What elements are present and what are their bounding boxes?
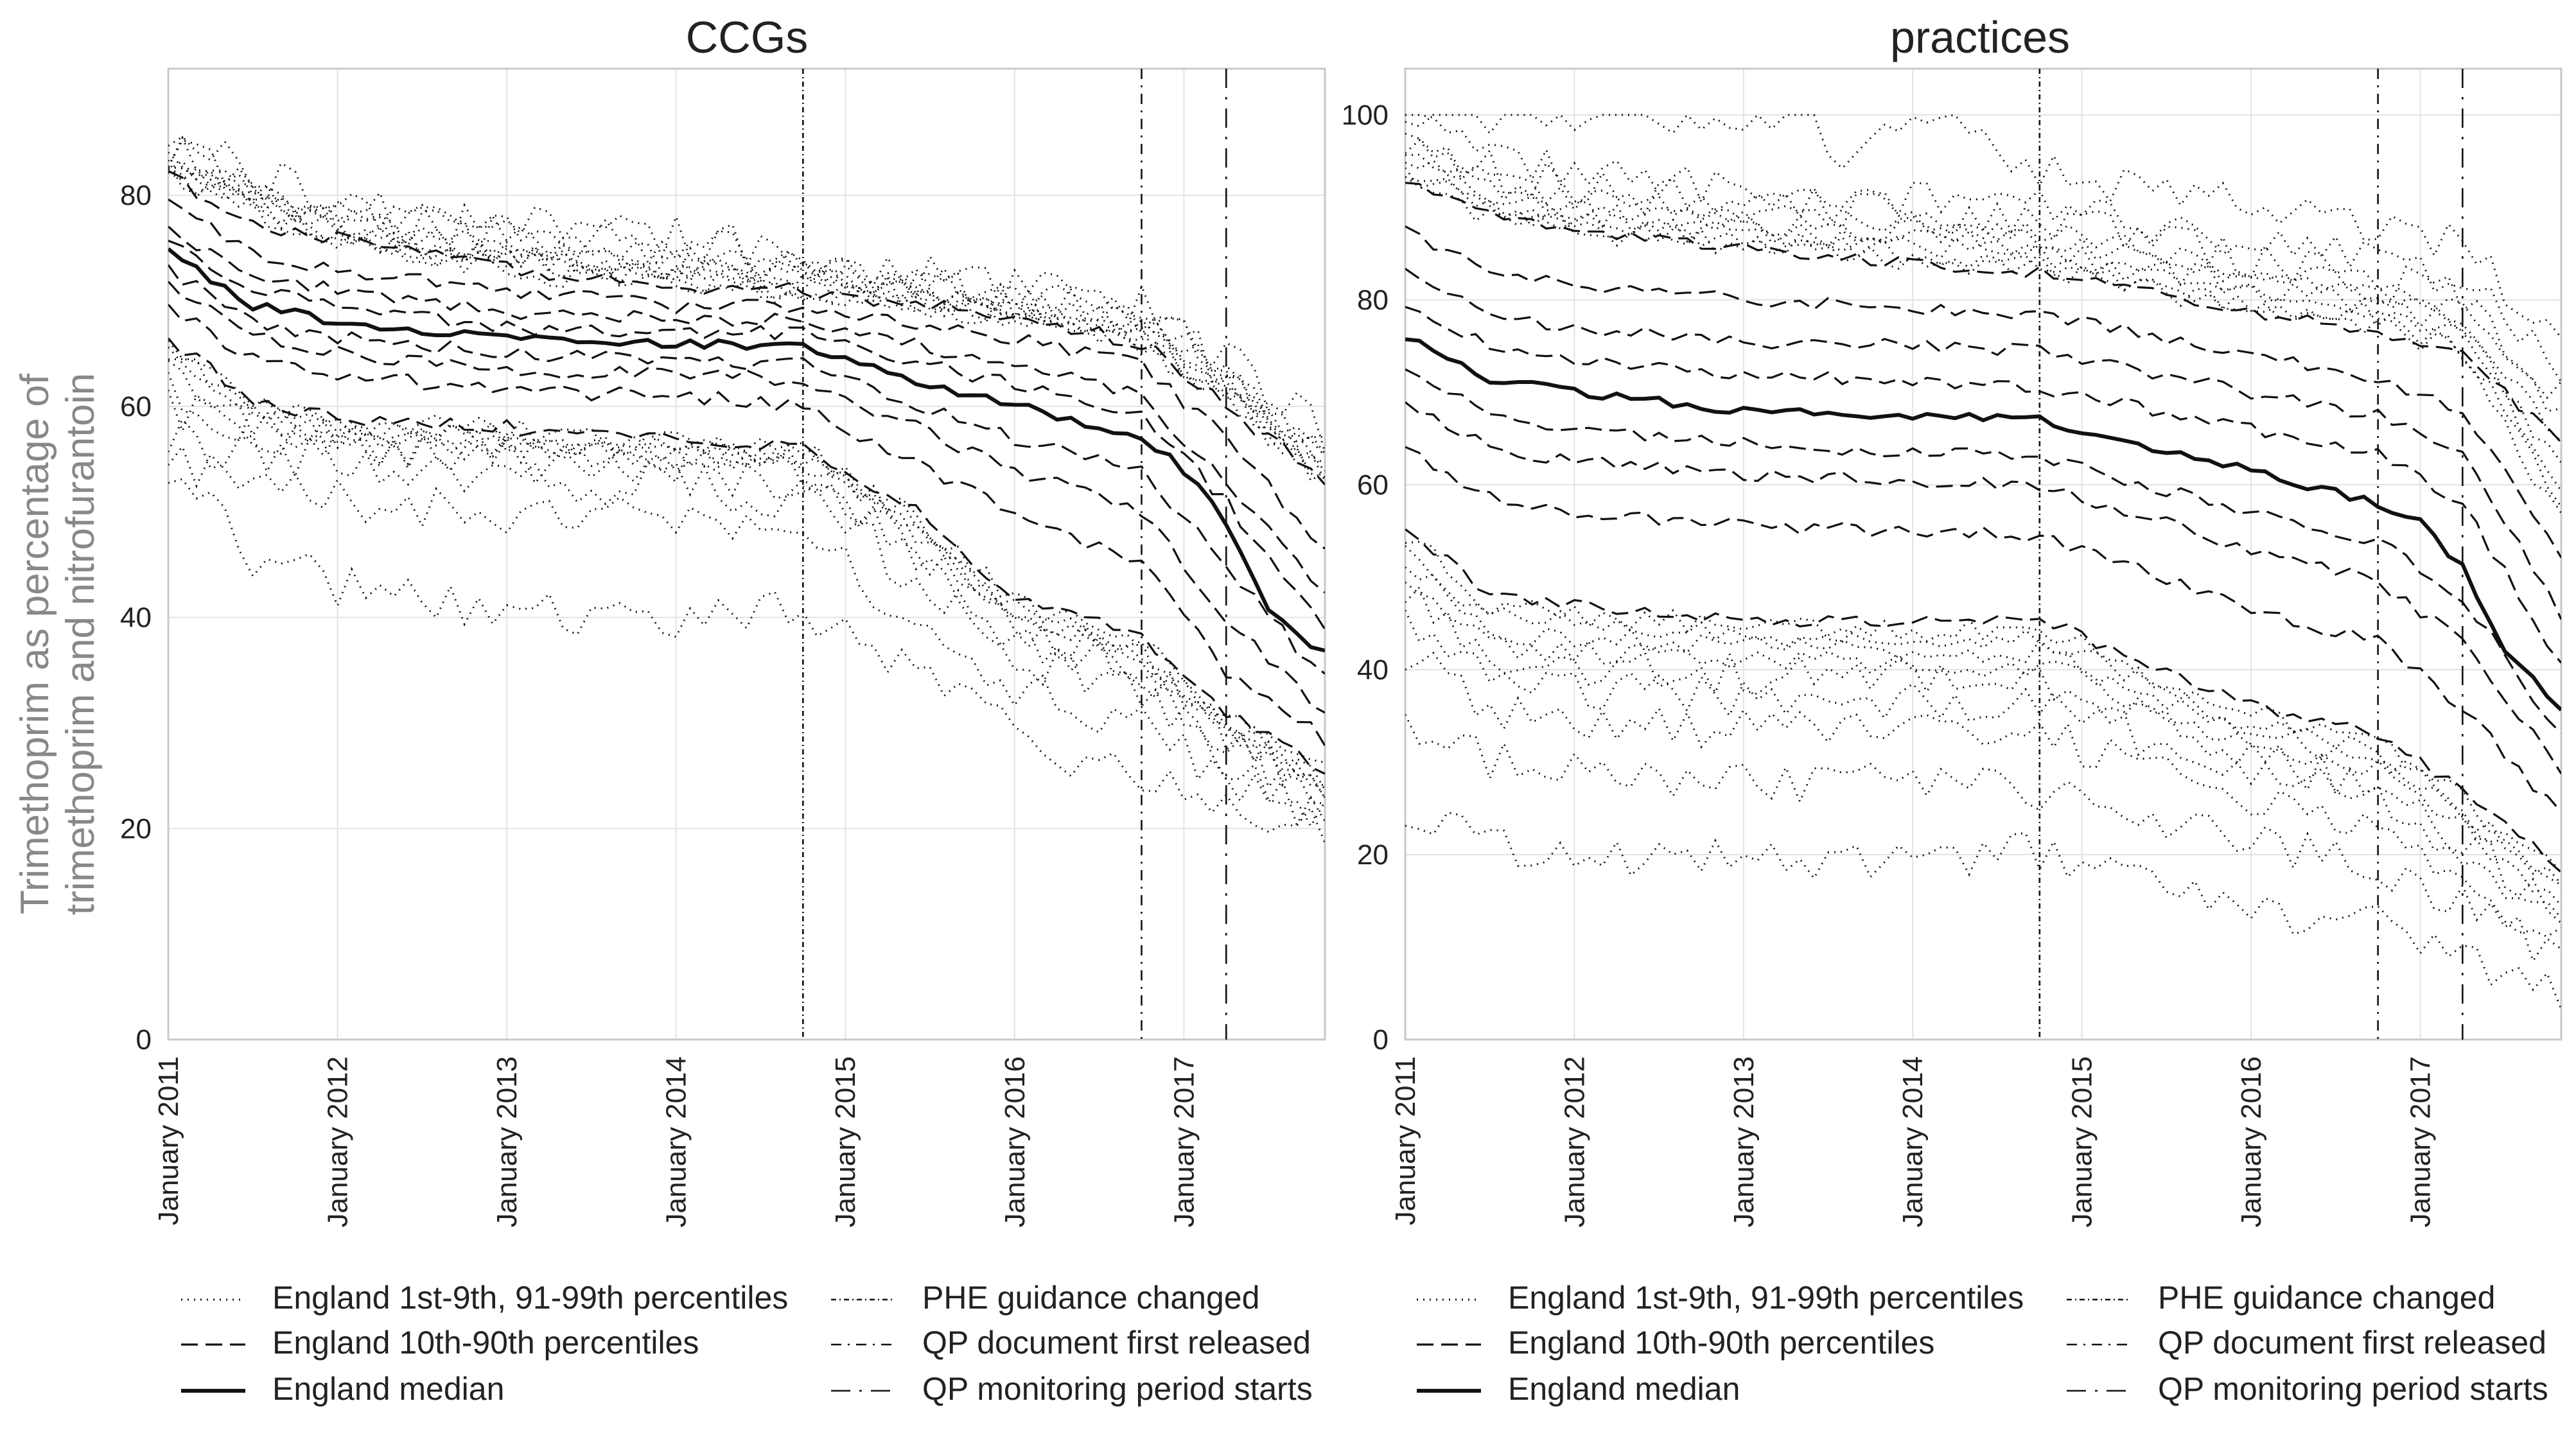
percentile-line-decile-p70 [168,225,1325,594]
percentile-line-decile-p10 [168,337,1325,775]
percentile-line-outer-p8 [1405,545,2561,885]
percentile-line-outer-p95 [1405,153,2561,442]
percentile-line-decile-p40 [1405,368,2561,735]
percentile-line-decile-p90 [168,170,1325,485]
panel-title-practices: practices [1890,12,2070,62]
y-tick-label: 0 [1373,1024,1389,1056]
x-tick-label: January 2016 [2236,1056,2267,1228]
x-tick-label: January 2013 [1728,1056,1760,1228]
percentile-line-decile-p80 [1405,225,2561,559]
percentile-line-outer-p94 [168,167,1325,482]
median-line [168,247,1325,653]
y-tick-label: 60 [120,391,152,422]
percentile-line-outer-p97 [168,139,1325,457]
percentile-line-decile-p30 [168,281,1325,714]
percentile-line-outer-p97 [1405,132,2561,399]
percentile-line-outer-p8 [168,358,1325,790]
plot-area-frame [167,67,1326,1041]
legend-label-pct_outer: England 1st-9th, 91-99th percentiles [272,1280,788,1316]
x-tick-label: January 2016 [999,1056,1031,1228]
percentile-line-decile-p10 [1405,528,2561,873]
percentile-line-decile-p60 [168,240,1325,630]
percentile-line-outer-p91 [1405,175,2561,514]
x-tick-label: January 2015 [830,1056,861,1228]
y-tick-label: 40 [120,602,152,634]
percentile-line-outer-p2 [1405,714,2561,964]
x-tick-label: January 2017 [1168,1056,1200,1228]
percentile-line-decile-p60 [1405,306,2561,664]
percentile-line-outer-p96 [1405,138,2561,412]
percentile-line-outer-p92 [168,159,1325,478]
percentile-line-outer-p4 [1405,609,2561,919]
legend-label-qpmon: QP monitoring period starts [2158,1371,2548,1407]
legend-label-median: England median [1508,1371,1740,1407]
percentile-line-decile-p30 [1405,401,2561,774]
y-tick-label: 40 [1357,654,1389,686]
percentile-line-outer-p99 [168,135,1325,453]
percentile-line-decile-p90 [1405,182,2561,444]
percentile-line-outer-p7 [168,346,1325,799]
x-tick-label: January 2013 [491,1056,523,1228]
legend-label-qpmon: QP monitoring period starts [922,1371,1313,1407]
x-tick-label: January 2011 [1390,1056,1421,1225]
legend-label-pct_outer: England 1st-9th, 91-99th percentiles [1508,1280,2024,1316]
percentile-line-outer-p7 [1405,566,2561,886]
percentile-line-decile-p40 [168,264,1325,675]
y-tick-label: 80 [1357,284,1389,316]
y-tick-label: 20 [1357,839,1389,871]
y-tick-label: 0 [136,1024,152,1056]
percentile-line-outer-p6 [168,360,1325,799]
legend-label-qpdoc: QP document first released [922,1325,1311,1361]
x-tick-label: January 2012 [322,1056,354,1228]
y-tick-label: 100 [1342,100,1389,131]
percentile-line-outer-p4 [168,390,1325,805]
chart-panel-ccgs: CCGs 0 20 40 60 80 January 2011 January 2012 Ja… [120,12,1326,1228]
panel-title-ccgs: CCGs [686,12,809,62]
percentile-line-decile-p80 [168,198,1325,550]
chart-panel-practices: practices 0 20 40 60 80 100 January 2011 Januar… [1342,12,2563,1228]
x-tick-label: January 2017 [2405,1056,2436,1228]
x-tick-label: January 2011 [153,1056,184,1225]
plot-area-frame [1404,67,2563,1041]
x-tick-label: January 2015 [2067,1056,2098,1228]
y-tick-label: 20 [120,813,152,844]
legend-label-phe: PHE guidance changed [2158,1280,2495,1316]
percentile-line-decile-p20 [168,304,1325,747]
percentile-line-outer-p3 [1405,651,2561,938]
y-tick-label: 80 [120,180,152,211]
percentile-line-outer-p98 [1405,114,2561,383]
legend-label-phe: PHE guidance changed [922,1280,1259,1316]
legend-label-pct_decile: England 10th-90th percentiles [272,1325,699,1361]
y-tick-label: 60 [1357,469,1389,501]
legend-practices: England 1st-9th, 91-99th percentiles Engl… [1417,1280,2548,1407]
percentile-line-outer-p96 [168,166,1325,455]
percentile-line-outer-p9 [1405,541,2561,874]
y-axis-label-line2: trimethoprim and nitrofurantoin [58,373,103,915]
x-tick-label: January 2012 [1559,1056,1590,1228]
legend-label-median: England median [272,1371,504,1407]
legend-label-pct_decile: England 10th-90th percentiles [1508,1325,1934,1361]
legend-label-qpdoc: QP document first released [2158,1325,2546,1361]
percentile-line-outer-p92 [1405,167,2561,507]
x-tick-label: January 2014 [1897,1056,1929,1228]
percentile-line-outer-p3 [168,417,1325,828]
percentile-line-decile-p70 [1405,268,2561,620]
y-axis-label-line1: Trimethoprim as percentage of [13,373,57,914]
percentile-line-outer-p99 [1405,113,2561,339]
x-tick-label: January 2014 [661,1056,692,1228]
median-line [1405,337,2561,711]
legend-ccgs: England 1st-9th, 91-99th percentiles Engl… [181,1280,1313,1407]
